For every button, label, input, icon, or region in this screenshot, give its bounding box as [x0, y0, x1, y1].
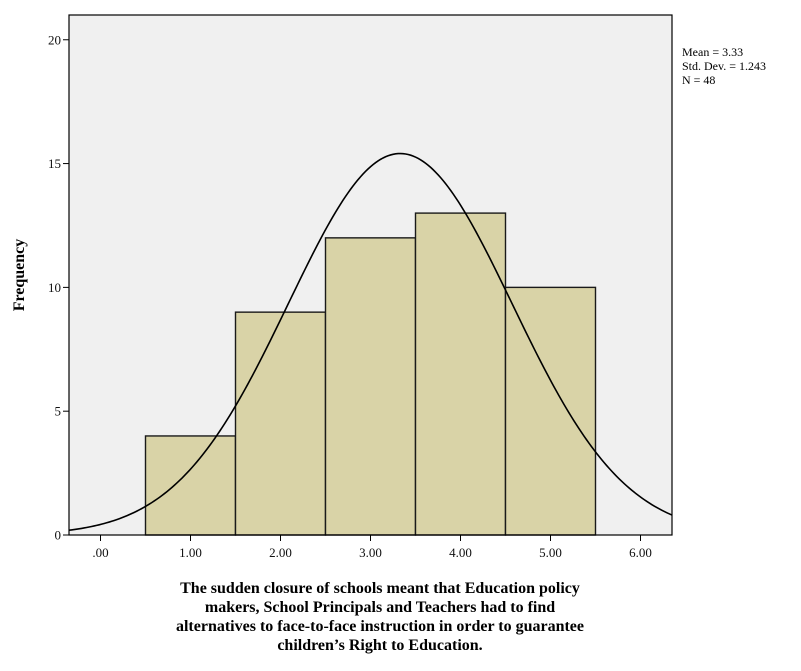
histogram-bar-3 — [324, 237, 417, 536]
stats-legend-line: Std. Dev. = 1.243 — [682, 59, 766, 73]
x-tick-label: 3.00 — [359, 545, 382, 560]
stats-legend-line: N = 48 — [682, 73, 715, 87]
y-tick-label: 10 — [48, 280, 61, 295]
x-axis-title-line: alternatives to face-to-face instruction… — [175, 618, 585, 635]
y-axis-title: Frequency — [11, 239, 28, 312]
x-tick-label: 1.00 — [179, 545, 202, 560]
y-tick-label: 5 — [55, 404, 62, 419]
x-tick-label: 4.00 — [449, 545, 472, 560]
y-tick-label: 15 — [48, 156, 61, 171]
histogram-bar-5 — [504, 286, 597, 536]
normal-curve — [68, 152, 673, 532]
y-tick-label: 20 — [48, 32, 61, 47]
x-tick-label: 5.00 — [539, 545, 562, 560]
histogram-bar-4 — [414, 212, 507, 536]
x-tick-label: .00 — [92, 545, 108, 560]
x-axis-title-line: makers, School Principals and Teachers h… — [204, 599, 556, 616]
histogram-bar-1 — [144, 435, 237, 536]
x-axis-title-line: The sudden closure of schools meant that… — [180, 580, 580, 597]
histogram-bar-2 — [234, 311, 327, 536]
x-tick-label: 6.00 — [629, 545, 652, 560]
y-tick-label: 0 — [55, 528, 62, 543]
stats-legend-line: Mean = 3.33 — [682, 45, 743, 59]
x-axis-title-line: children’s Right to Education. — [277, 637, 483, 654]
x-tick-label: 2.00 — [269, 545, 292, 560]
x-axis-title: The sudden closure of schools meant that… — [60, 579, 700, 655]
